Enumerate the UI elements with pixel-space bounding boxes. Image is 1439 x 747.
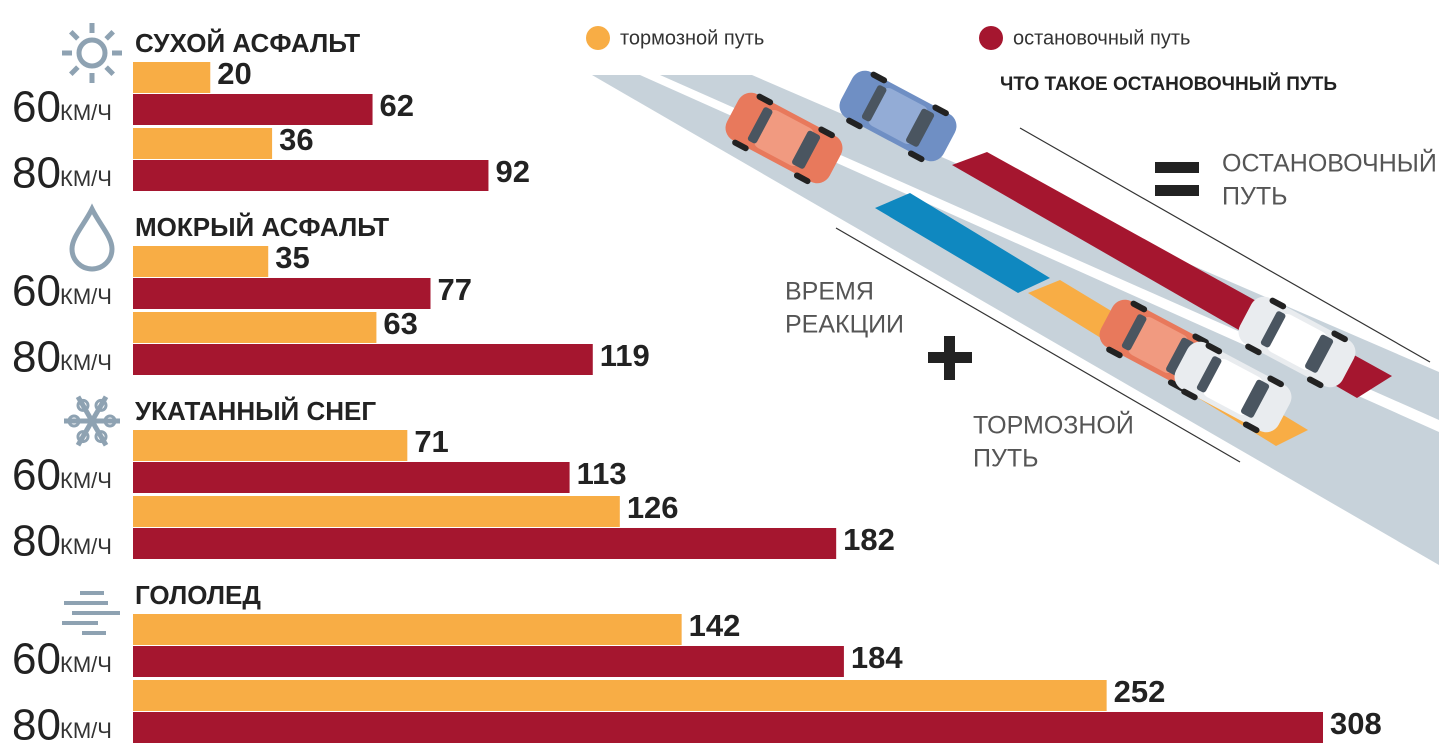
- condition-icon: [62, 23, 122, 83]
- bar: [133, 528, 836, 559]
- value-label: 62: [380, 88, 414, 123]
- icon-part: [82, 631, 106, 635]
- bar: [133, 496, 620, 527]
- condition-icon: [64, 397, 120, 445]
- group-title: МОКРЫЙ АСФАЛЬТ: [135, 212, 389, 242]
- bar: [133, 160, 488, 191]
- braking-label: ПУТЬ: [973, 445, 1039, 473]
- result-label: ОСТАНОВОЧНЫЙ: [1222, 148, 1437, 178]
- group-title: УКАТАННЫЙ СНЕГ: [135, 396, 376, 426]
- value-label: 142: [689, 608, 741, 643]
- road: [592, 75, 1439, 565]
- speed-label: 60: [12, 267, 61, 316]
- bar: [133, 462, 570, 493]
- value-label: 119: [600, 338, 650, 373]
- icon-part: [106, 32, 113, 39]
- speed-unit: КМ/Ч: [60, 534, 112, 559]
- speed-unit: КМ/Ч: [60, 350, 112, 375]
- value-label: 36: [279, 122, 313, 157]
- bar: [133, 312, 376, 343]
- icon-part: [71, 32, 78, 39]
- icon-part: [62, 621, 98, 625]
- bar: [133, 62, 210, 93]
- bar: [133, 712, 1323, 743]
- plus-sign: [944, 336, 955, 380]
- reaction-label: ВРЕМЯ: [785, 278, 874, 306]
- speed-label: 60: [12, 83, 61, 132]
- bar: [133, 278, 431, 309]
- condition-icon: [62, 591, 120, 635]
- legend-swatch: [586, 26, 610, 50]
- speed-unit: КМ/Ч: [60, 718, 112, 743]
- bar: [133, 680, 1107, 711]
- icon-part: [79, 40, 105, 66]
- speed-label: 80: [12, 517, 61, 566]
- speed-unit: КМ/Ч: [60, 100, 112, 125]
- speed-unit: КМ/Ч: [60, 284, 112, 309]
- speed-unit: КМ/Ч: [60, 468, 112, 493]
- equals-sign: [1155, 162, 1199, 173]
- legend-swatch: [979, 26, 1003, 50]
- value-label: 63: [383, 306, 417, 341]
- bar: [133, 614, 682, 645]
- value-label: 71: [414, 424, 448, 459]
- icon-part: [72, 611, 120, 615]
- group-title: СУХОЙ АСФАЛЬТ: [135, 28, 360, 58]
- value-label: 20: [217, 56, 251, 91]
- bar: [133, 94, 373, 125]
- value-label: 252: [1114, 674, 1166, 709]
- speed-label: 60: [12, 451, 61, 500]
- speed-label: 60: [12, 635, 61, 684]
- value-label: 92: [495, 154, 529, 189]
- speed-unit: КМ/Ч: [60, 652, 112, 677]
- reaction-label: РЕАКЦИИ: [785, 311, 904, 339]
- value-label: 308: [1330, 706, 1382, 741]
- value-label: 113: [577, 456, 627, 491]
- result-label: ПУТЬ: [1222, 183, 1288, 211]
- speed-label: 80: [12, 149, 61, 198]
- value-label: 182: [843, 522, 895, 557]
- group-title: ГОЛОЛЕД: [135, 580, 261, 610]
- bar: [133, 128, 272, 159]
- speed-label: 80: [12, 701, 61, 747]
- diagram-title: ЧТО ТАКОЕ ОСТАНОВОЧНЫЙ ПУТЬ: [1000, 73, 1337, 95]
- value-label: 126: [627, 490, 679, 525]
- bar: [133, 344, 593, 375]
- legend-label: остановочный путь: [1013, 27, 1190, 49]
- equals-sign: [1155, 185, 1199, 196]
- speed-unit: КМ/Ч: [60, 166, 112, 191]
- icon-part: [72, 209, 112, 269]
- value-label: 184: [851, 640, 903, 675]
- icon-part: [106, 67, 113, 74]
- value-label: 35: [275, 240, 309, 275]
- condition-icon: [72, 209, 112, 269]
- icon-part: [64, 601, 108, 605]
- value-label: 77: [438, 272, 472, 307]
- speed-label: 80: [12, 333, 61, 382]
- bar: [133, 646, 844, 677]
- infographic: ЧТО ТАКОЕ ОСТАНОВОЧНЫЙ ПУТЬ ОСТАНОВОЧНЫЙ…: [0, 0, 1439, 747]
- bar: [133, 430, 407, 461]
- bar: [133, 246, 268, 277]
- icon-part: [71, 67, 78, 74]
- braking-label: ТОРМОЗНОЙ: [973, 410, 1134, 440]
- diagram: ЧТО ТАКОЕ ОСТАНОВОЧНЫЙ ПУТЬ ОСТАНОВОЧНЫЙ…: [592, 64, 1439, 565]
- legend-label: тормозной путь: [620, 27, 764, 49]
- icon-part: [80, 591, 104, 595]
